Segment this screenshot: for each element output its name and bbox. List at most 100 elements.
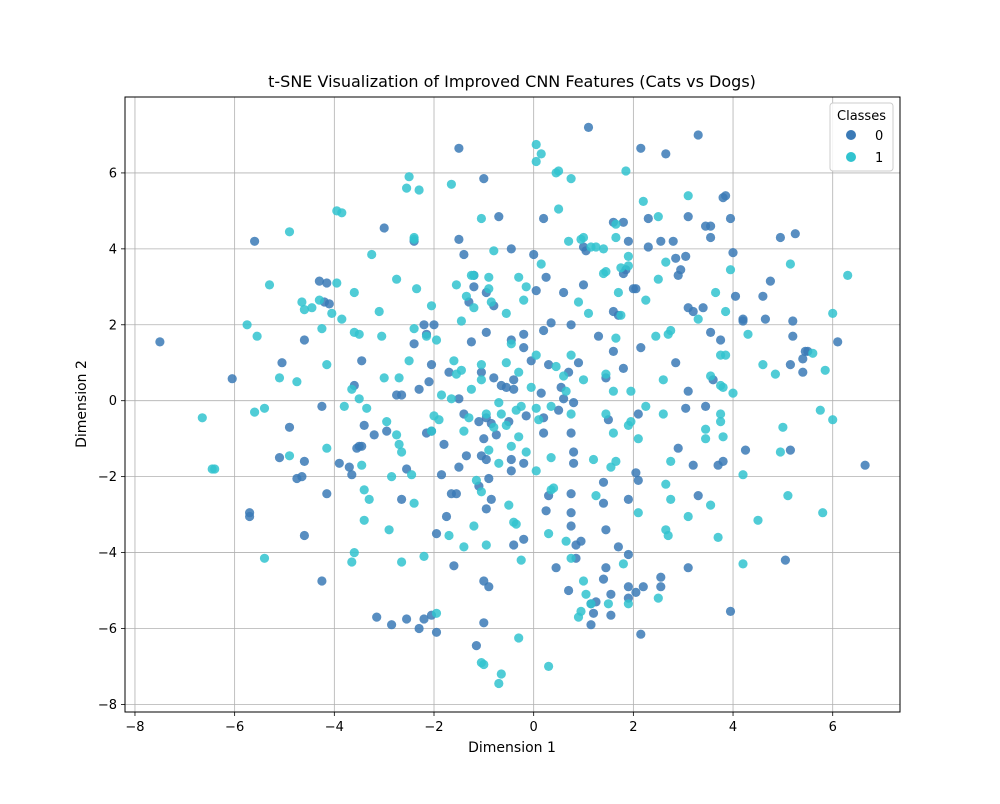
x-tick-label: −2	[424, 720, 443, 735]
scatter-point-class-0	[725, 606, 736, 617]
scatter-point-class-1	[843, 270, 853, 280]
scatter-point-class-0	[706, 327, 716, 337]
scatter-point-class-1	[616, 263, 626, 273]
scatter-point-class-1	[633, 508, 643, 518]
scatter-point-class-0	[676, 265, 686, 275]
y-tick-label: −2	[98, 470, 117, 485]
scatter-point-class-1	[449, 356, 459, 366]
scatter-point-class-0	[671, 358, 681, 368]
scatter-point-class-0	[780, 555, 791, 565]
scatter-point-class-1	[426, 301, 437, 311]
scatter-point-class-0	[292, 473, 302, 484]
scatter-point-class-1	[626, 386, 636, 396]
scatter-point-class-1	[466, 270, 476, 280]
scatter-point-class-1	[573, 297, 584, 307]
scatter-point-class-1	[332, 278, 342, 288]
scatter-point-class-0	[531, 286, 541, 296]
scatter-point-class-0	[566, 489, 576, 499]
scatter-point-class-0	[683, 212, 693, 222]
scatter-point-class-0	[402, 614, 412, 624]
scatter-point-class-1	[706, 371, 716, 381]
legend: Classes 0 1	[829, 102, 894, 172]
scatter-point-class-0	[419, 614, 429, 624]
scatter-point-class-0	[429, 320, 439, 330]
scatter-point-class-1	[414, 185, 424, 195]
scatter-point-class-0	[725, 213, 736, 224]
scatter-point-class-1	[426, 426, 437, 436]
scatter-point-class-1	[775, 447, 786, 457]
scatter-point-class-0	[693, 130, 703, 140]
scatter-point-class-0	[541, 272, 551, 282]
scatter-point-class-1	[561, 386, 571, 396]
scatter-point-class-0	[369, 430, 379, 440]
scatter-point-class-1	[721, 350, 731, 360]
scatter-point-class-0	[439, 439, 449, 449]
scatter-point-class-0	[566, 508, 576, 518]
scatter-point-class-0	[656, 582, 666, 592]
scatter-point-class-1	[259, 553, 270, 563]
scatter-point-class-1	[394, 373, 404, 383]
scatter-point-class-0	[623, 494, 634, 504]
scatter-point-class-1	[551, 361, 561, 372]
scatter-point-class-0	[636, 629, 646, 639]
scatter-point-class-0	[387, 620, 397, 630]
scatter-point-class-1	[397, 447, 407, 457]
scatter-point-class-0	[484, 582, 494, 592]
scatter-point-class-1	[583, 308, 594, 318]
scatter-point-class-1	[581, 589, 591, 599]
scatter-point-class-0	[491, 430, 501, 440]
scatter-point-class-1	[501, 420, 511, 430]
scatter-point-class-1	[494, 458, 504, 468]
scatter-point-class-1	[297, 297, 307, 307]
scatter-point-class-0	[636, 343, 646, 353]
scatter-point-class-0	[564, 585, 574, 596]
scatter-point-class-0	[573, 358, 584, 368]
scatter-point-class-1	[314, 295, 324, 305]
scatter-point-class-0	[479, 618, 489, 628]
scatter-point-class-1	[516, 401, 526, 411]
scatter-point-class-1	[486, 297, 496, 307]
scatter-point-class-1	[613, 287, 624, 298]
scatter-point-class-0	[359, 420, 369, 430]
scatter-point-class-0	[623, 236, 634, 246]
scatter-point-class-1	[484, 445, 494, 455]
scatter-point-class-0	[706, 232, 716, 243]
scatter-point-class-0	[506, 244, 516, 254]
scatter-point-class-0	[688, 460, 698, 470]
scatter-point-class-1	[661, 257, 671, 267]
scatter-point-class-1	[828, 308, 838, 318]
scatter-point-class-0	[661, 149, 671, 159]
scatter-point-class-1	[274, 373, 285, 383]
scatter-point-class-0	[474, 417, 484, 427]
scatter-point-class-1	[554, 166, 564, 176]
scatter-point-class-0	[461, 451, 471, 461]
scatter-point-class-0	[466, 337, 476, 347]
scatter-point-class-1	[711, 287, 721, 298]
scatter-point-class-1	[264, 280, 275, 290]
scatter-point-class-1	[536, 149, 546, 159]
scatter-point-class-1	[367, 249, 377, 260]
scatter-point-class-0	[656, 572, 666, 582]
scatter-point-class-1	[469, 521, 479, 531]
scatter-point-class-0	[601, 525, 611, 535]
scatter-point-class-0	[479, 434, 489, 444]
scatter-point-class-0	[683, 563, 693, 573]
scatter-point-class-1	[496, 669, 506, 679]
scatter-point-class-1	[519, 295, 529, 305]
scatter-point-class-0	[409, 339, 419, 349]
scatter-point-class-0	[352, 443, 362, 453]
scatter-point-class-1	[531, 403, 541, 413]
scatter-point-class-1	[292, 377, 302, 387]
scatter-point-class-0	[317, 401, 327, 411]
scatter-point-class-1	[349, 548, 359, 558]
scatter-point-class-0	[633, 475, 643, 485]
scatter-point-class-1	[753, 515, 763, 525]
scatter-point-class-0	[317, 576, 327, 586]
scatter-point-class-0	[601, 563, 611, 573]
legend-title: Classes	[837, 109, 886, 124]
scatter-point-class-1	[623, 599, 634, 609]
scatter-point-class-0	[566, 521, 576, 531]
scatter-point-class-1	[544, 661, 554, 672]
scatter-point-class-0	[798, 367, 808, 377]
scatter-point-class-1	[242, 320, 252, 330]
